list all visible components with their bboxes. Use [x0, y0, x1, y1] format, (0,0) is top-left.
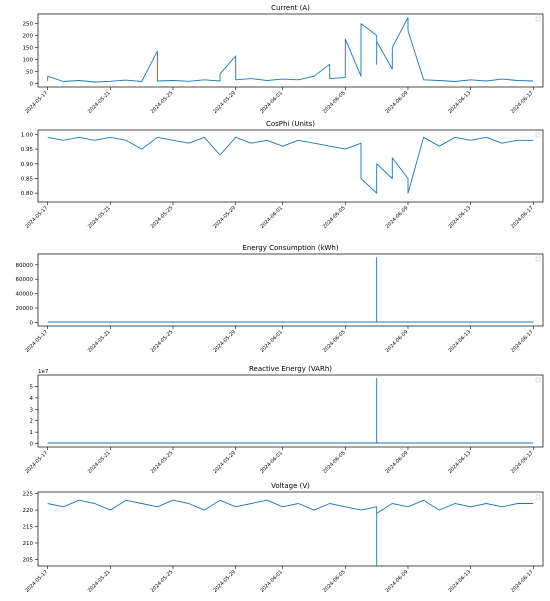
x-tick-label: 2024-05-21	[87, 90, 112, 115]
legend-box	[535, 132, 541, 138]
y-tick-label: 0.80	[21, 191, 34, 197]
x-tick-label: 2024-05-17	[24, 450, 49, 475]
x-tick-label: 2024-06-05	[322, 329, 347, 354]
x-tick-label: 2024-05-25	[150, 205, 175, 230]
x-tick-label: 2024-06-13	[447, 450, 472, 475]
x-tick-label: 2024-06-05	[322, 569, 347, 594]
x-tick-label: 2024-06-01	[259, 90, 284, 115]
y-tick-label: 225	[23, 492, 34, 498]
x-tick-label: 2024-05-17	[24, 329, 49, 354]
y-tick-label: 250	[23, 22, 34, 28]
chart-4: Reactive Energy (VARh) 0 1 2 3 4 5 1e7 2024-05-1…	[24, 365, 544, 475]
y-tick-label: 80000	[16, 263, 34, 269]
y-tick-label: 1.00	[21, 132, 34, 138]
axes-frame	[37, 491, 544, 567]
x-tick-label: 2024-05-17	[24, 205, 49, 230]
x-tick-label: 2024-05-29	[212, 205, 237, 230]
axes-frame	[37, 13, 544, 88]
y-tick-label: 150	[23, 46, 34, 52]
x-tick-label: 2024-06-09	[385, 90, 410, 115]
x-tick-label: 2024-05-21	[87, 569, 112, 594]
x-tick-label: 2024-06-17	[510, 569, 535, 594]
y-tick-label: 0	[30, 320, 34, 326]
x-tick-label: 2024-05-17	[24, 569, 49, 594]
x-tick-label: 2024-06-09	[385, 450, 410, 475]
x-tick-label: 2024-06-01	[259, 329, 284, 354]
legend-box	[535, 494, 541, 500]
x-tick-label: 2024-06-17	[510, 450, 535, 475]
x-tick-label: 2024-06-01	[259, 205, 284, 230]
y-tick-label: 3	[30, 407, 34, 413]
chart-title: Energy Consumption (kWh)	[242, 244, 338, 252]
series-line-1	[47, 377, 534, 444]
x-tick-label: 2024-06-17	[510, 329, 535, 354]
y-tick-label: 215	[23, 525, 34, 531]
y-tick-label: 0	[30, 81, 34, 87]
x-tick-label: 2024-05-25	[150, 569, 175, 594]
x-tick-label: 2024-06-05	[322, 205, 347, 230]
x-tick-label: 2024-05-25	[150, 90, 175, 115]
x-tick-label: 2024-05-29	[212, 329, 237, 354]
chart-2: CosPhi (Units) 0.80 0.85 0.90 0.95 1.00 2024-0…	[21, 120, 544, 230]
axes-frame	[37, 129, 544, 203]
x-tick-label: 2024-06-09	[385, 569, 410, 594]
x-tick-label: 2024-06-09	[385, 205, 410, 230]
x-tick-label: 2024-06-13	[447, 90, 472, 115]
x-tick-label: 2024-05-29	[212, 450, 237, 475]
series-line-1	[47, 136, 534, 194]
legend-box	[535, 377, 541, 383]
y-tick-label: 0.85	[21, 176, 34, 182]
axes-frame	[37, 253, 544, 327]
series-line-1	[47, 17, 534, 83]
x-tick-label: 2024-05-21	[87, 329, 112, 354]
x-tick-label: 2024-06-05	[322, 90, 347, 115]
chart-1: Current (A) 0 50 100 150 200 250 2024-05-17 2024…	[23, 4, 544, 115]
chart-3: Energy Consumption (kWh) 0 20000 40000 60000…	[16, 244, 544, 354]
chart-title: Current (A)	[271, 4, 310, 12]
y-tick-label: 40000	[16, 292, 34, 298]
x-tick-label: 2024-06-17	[510, 90, 535, 115]
y-tick-label: 0	[30, 442, 34, 448]
y-tick-label: 205	[23, 557, 34, 563]
y-tick-label: 210	[23, 541, 34, 547]
y-tick-label: 60000	[16, 277, 34, 283]
x-tick-label: 2024-05-17	[24, 90, 49, 115]
y-tick-label: 4	[30, 396, 34, 402]
y-tick-label: 1	[30, 430, 34, 436]
y-tick-label: 100	[23, 57, 34, 63]
y-offset-label: 1e7	[38, 369, 49, 375]
y-tick-label: 200	[23, 34, 34, 40]
chart-title: Voltage (V)	[271, 482, 310, 490]
x-tick-label: 2024-06-01	[259, 569, 284, 594]
y-tick-label: 0.90	[21, 162, 34, 168]
legend-box	[535, 256, 541, 262]
x-tick-label: 2024-05-29	[212, 569, 237, 594]
x-tick-label: 2024-05-21	[87, 450, 112, 475]
y-tick-label: 50	[26, 69, 33, 75]
chart-title: CosPhi (Units)	[266, 120, 315, 128]
axes-frame	[37, 374, 544, 448]
y-tick-label: 2	[30, 419, 34, 425]
x-tick-label: 2024-06-17	[510, 205, 535, 230]
chart-5: Voltage (V) 205 210 215 220 225 2024-05-17 2024…	[23, 482, 544, 594]
x-tick-label: 2024-05-21	[87, 205, 112, 230]
y-tick-label: 0.95	[21, 147, 34, 153]
x-tick-label: 2024-05-25	[150, 450, 175, 475]
x-tick-label: 2024-06-13	[447, 205, 472, 230]
chart-title: Reactive Energy (VARh)	[249, 365, 332, 373]
x-tick-label: 2024-05-29	[212, 90, 237, 115]
x-tick-label: 2024-06-13	[447, 329, 472, 354]
x-tick-label: 2024-05-25	[150, 329, 175, 354]
x-tick-label: 2024-06-13	[447, 569, 472, 594]
y-tick-label: 5	[30, 384, 34, 390]
series-line-1	[47, 499, 534, 567]
y-tick-label: 20000	[16, 306, 34, 312]
legend-box	[535, 16, 541, 22]
series-line-1	[47, 257, 534, 323]
x-tick-label: 2024-06-01	[259, 450, 284, 475]
y-tick-label: 220	[23, 508, 34, 514]
x-tick-label: 2024-06-09	[385, 329, 410, 354]
x-tick-label: 2024-06-05	[322, 450, 347, 475]
